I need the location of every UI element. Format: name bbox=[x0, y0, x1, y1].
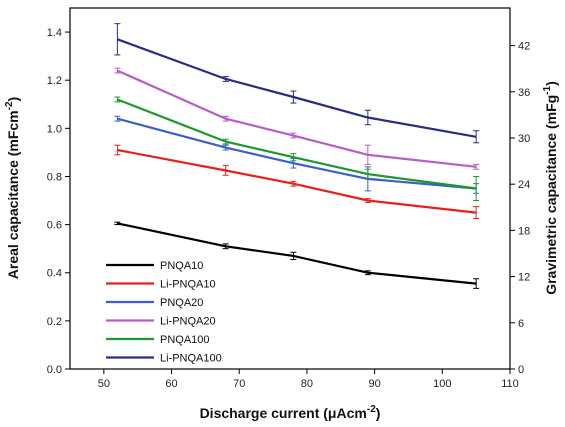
error-bar-li-pnqa10 bbox=[290, 180, 297, 187]
error-bar-li-pnqa10 bbox=[364, 198, 371, 203]
y-tick-label: 0.8 bbox=[47, 171, 62, 183]
error-bar-pnqa20 bbox=[114, 115, 121, 122]
legend-label: PNQA10 bbox=[160, 260, 203, 272]
error-bar-pnqa10 bbox=[222, 243, 229, 250]
y2-tick-label: 30 bbox=[518, 133, 530, 145]
x-tick-label: 60 bbox=[165, 378, 177, 390]
y-axis-right: 0 6 12 18 24 30 36 42 bbox=[510, 41, 530, 376]
series-line-pnqa20 bbox=[117, 117, 477, 190]
error-bar-li-pnqa100 bbox=[364, 109, 371, 126]
error-bar-pnqa10 bbox=[290, 251, 297, 260]
error-bar-pnqa10 bbox=[364, 270, 371, 276]
series-line-li-pnqa20 bbox=[116, 69, 477, 168]
error-bar-li-pnqa20 bbox=[222, 115, 229, 122]
y2-axis-title: Gravimetric capacitance (mFg-1) bbox=[542, 81, 559, 295]
error-bar-pnqa20 bbox=[222, 144, 229, 151]
y2-tick-label: 12 bbox=[518, 272, 530, 284]
y2-tick-label: 0 bbox=[518, 364, 524, 376]
plot-frame bbox=[69, 7, 511, 370]
x-axis-title: Discharge current (μAcm-2) bbox=[200, 404, 381, 421]
error-bar-li-pnqa100 bbox=[290, 90, 297, 104]
y-axis-title: Areal capacitance (mFcm-2) bbox=[4, 97, 21, 279]
series-layer bbox=[114, 23, 480, 289]
y2-tick-label: 24 bbox=[518, 179, 530, 191]
series-line-pnqa10 bbox=[117, 222, 477, 285]
error-bar-pnqa100 bbox=[114, 96, 121, 103]
series-line-li-pnqa100 bbox=[117, 38, 477, 138]
legend-item-pnqa20: PNQA20 bbox=[106, 297, 203, 309]
y-tick-label: 0.0 bbox=[47, 364, 62, 376]
x-tick-label: 80 bbox=[301, 378, 313, 390]
error-bar-li-pnqa20 bbox=[364, 144, 371, 165]
error-bar-li-pnqa100 bbox=[222, 76, 229, 82]
y2-tick-label: 18 bbox=[518, 225, 530, 237]
x-tick-label: 90 bbox=[368, 378, 380, 390]
y-tick-label: 1.2 bbox=[47, 75, 62, 87]
error-bar-li-pnqa10 bbox=[473, 206, 480, 220]
error-bar-li-pnqa100 bbox=[114, 23, 121, 56]
series-line-pnqa100 bbox=[117, 98, 477, 190]
legend-item-li-pnqa100: Li-PNQA100 bbox=[106, 353, 222, 365]
legend-item-li-pnqa10: Li-PNQA10 bbox=[106, 279, 216, 291]
x-tick-label: 50 bbox=[98, 378, 110, 390]
legend-item-pnqa10: PNQA10 bbox=[106, 260, 203, 272]
y-tick-label: 0.2 bbox=[47, 316, 62, 328]
legend-item-pnqa100: PNQA100 bbox=[106, 334, 210, 346]
legend-label: PNQA100 bbox=[160, 334, 210, 346]
error-bar-pnqa100 bbox=[473, 175, 480, 202]
y-tick-label: 1.0 bbox=[47, 123, 62, 135]
x-tick-label: 110 bbox=[501, 378, 519, 390]
legend-label: Li-PNQA10 bbox=[160, 279, 216, 291]
y-axis-left: 0.0 0.2 0.4 0.6 0.8 1.0 1.2 1.4 bbox=[47, 27, 70, 376]
x-tick-label: 100 bbox=[433, 378, 451, 390]
error-bar-li-pnqa20 bbox=[290, 132, 297, 139]
y2-tick-label: 36 bbox=[518, 87, 530, 99]
error-bar-li-pnqa20 bbox=[114, 67, 121, 74]
x-tick-label: 70 bbox=[233, 378, 245, 390]
error-bar-pnqa10 bbox=[114, 221, 121, 226]
y2-tick-label: 6 bbox=[518, 318, 524, 330]
legend: PNQA10 Li-PNQA10 PNQA20 Li-PNQA20 PNQA100 Li-… bbox=[106, 260, 222, 365]
y2-tick-label: 42 bbox=[518, 41, 530, 53]
legend-label: PNQA20 bbox=[160, 297, 203, 309]
x-axis: 50 60 70 80 90 100 110 bbox=[98, 369, 519, 390]
legend-label: Li-PNQA20 bbox=[160, 316, 216, 328]
legend-item-li-pnqa20: Li-PNQA20 bbox=[106, 316, 216, 328]
error-bar-pnqa100 bbox=[364, 168, 371, 180]
legend-label: Li-PNQA100 bbox=[160, 353, 222, 365]
error-bar-li-pnqa100 bbox=[473, 130, 480, 144]
error-bar-li-pnqa20 bbox=[473, 163, 480, 170]
y-tick-label: 0.4 bbox=[47, 268, 62, 280]
error-bar-li-pnqa10 bbox=[222, 165, 229, 176]
error-bar-pnqa100 bbox=[222, 138, 229, 145]
error-bar-pnqa100 bbox=[290, 153, 297, 162]
y-tick-label: 1.4 bbox=[47, 27, 62, 39]
y-tick-label: 0.6 bbox=[47, 220, 62, 232]
error-bar-pnqa10 bbox=[473, 278, 480, 289]
error-bar-li-pnqa10 bbox=[114, 144, 121, 156]
